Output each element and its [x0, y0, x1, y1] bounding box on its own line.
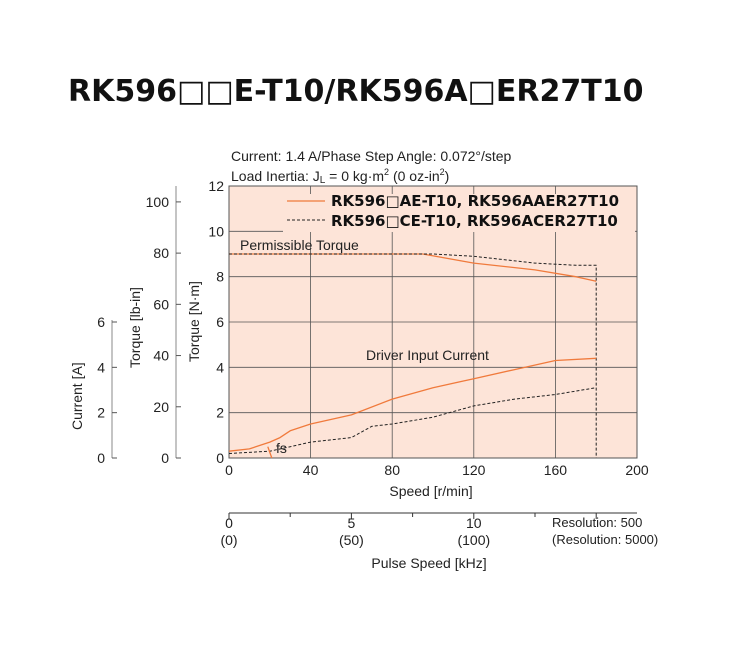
legend-box — [283, 194, 635, 232]
tick-label-torque-nm: 12 — [208, 178, 224, 194]
conditions-line1: Current: 1.4 A/Phase Step Angle: 0.072°/… — [231, 148, 512, 164]
tick-label-speed: 200 — [625, 462, 649, 478]
tick-label-torque-lbin: 60 — [153, 296, 169, 312]
annotation-permissible-torque: Permissible Torque — [240, 237, 359, 253]
tick-label-pulse-khz: 5 — [348, 515, 356, 531]
tick-label-torque-lbin: 20 — [153, 399, 169, 415]
series-line-ce-current — [228, 387, 597, 454]
tick-label-torque-lbin: 100 — [146, 194, 170, 210]
tick-label-torque-nm: 10 — [208, 223, 224, 239]
tick-label-current: 4 — [97, 359, 105, 375]
tick-label-speed: 80 — [384, 462, 400, 478]
series-line-ae-torque — [229, 253, 597, 282]
y-axis-current: 0 2 4 6 — [97, 314, 117, 466]
tick-label-speed: 160 — [544, 462, 568, 478]
series-line-ae-current — [228, 357, 597, 452]
tick-label-torque-nm: 2 — [216, 405, 224, 421]
page-title: RK596□□E-T10/RK596A□ER27T10 — [68, 74, 643, 109]
legend-entry-1: RK596□AE-T10, RK596AAER27T10 — [331, 192, 619, 210]
tick-label-pulse-khz: 10 — [466, 515, 482, 531]
tick-label-torque-nm: 4 — [216, 359, 224, 375]
legend-entry-2: RK596□CE-T10, RK596ACER27T10 — [331, 212, 618, 230]
tick-label-current: 2 — [97, 405, 105, 421]
y-axis-torque-nm-label: Torque [N·m] — [186, 281, 202, 362]
y-axis-torque-nm: 0 2 4 6 8 10 12 — [208, 178, 224, 466]
tick-label-torque-lbin: 40 — [153, 348, 169, 364]
tick-label-torque-nm: 8 — [216, 269, 224, 285]
tick-label-torque-lbin: 0 — [161, 450, 169, 466]
tick-label-pulse-khz-alt: (0) — [220, 532, 237, 548]
pulse-axis-label: Pulse Speed [kHz] — [371, 555, 486, 571]
annotation-driver-input-current: Driver Input Current — [366, 347, 489, 363]
conditions-line2: Load Inertia: JL = 0 kg·m2 (0 oz-in2) — [231, 167, 449, 186]
x-axis-speed-label: Speed [r/min] — [389, 483, 472, 499]
series-layer — [228, 253, 597, 459]
tick-label-pulse-khz: 0 — [225, 515, 233, 531]
y-axis-current-label: Current [A] — [69, 362, 85, 430]
annotation-fs: fs — [276, 440, 287, 456]
tick-label-speed: 0 — [225, 462, 233, 478]
x-axis-speed: 0 40 80 120 160 200 — [225, 462, 649, 478]
tick-label-torque-nm: 0 — [216, 450, 224, 466]
tick-label-current: 0 — [97, 450, 105, 466]
resolution-note-2: (Resolution: 5000) — [552, 532, 658, 547]
y-axis-torque-lbin: 0 20 40 60 80 100 — [146, 194, 181, 466]
tick-label-pulse-khz-alt: (50) — [339, 532, 364, 548]
tick-label-speed: 120 — [462, 462, 486, 478]
y-axis-torque-lbin-label: Torque [lb-in] — [127, 287, 143, 368]
tick-label-torque-lbin: 80 — [153, 245, 169, 261]
tick-label-pulse-khz-alt: (100) — [457, 532, 490, 548]
tick-label-speed: 40 — [303, 462, 319, 478]
series-line-ce-torque — [229, 253, 597, 458]
tick-label-torque-nm: 6 — [216, 314, 224, 330]
series-line-fs-marker — [267, 446, 273, 459]
pulse-axis: 0(0) 5(50) 10(100) — [220, 513, 597, 548]
tick-label-current: 6 — [97, 314, 105, 330]
resolution-note-1: Resolution: 500 — [552, 515, 642, 530]
